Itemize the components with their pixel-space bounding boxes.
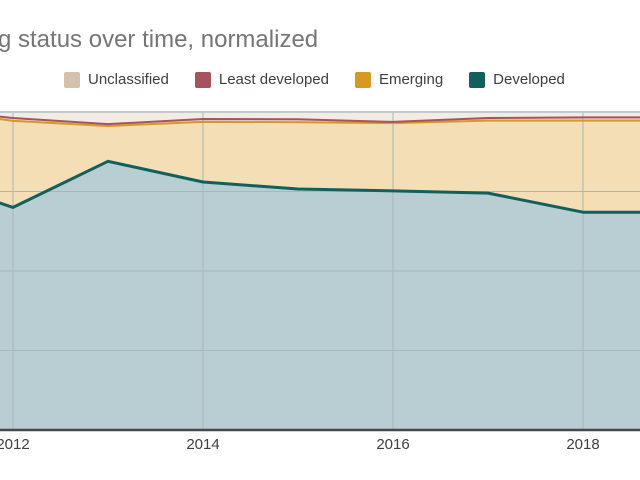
- least-developed-swatch-icon: [194, 71, 211, 88]
- developed-swatch-icon: [469, 71, 486, 88]
- legend-item-least-developed[interactable]: Least developed: [194, 71, 329, 88]
- legend-item-developed[interactable]: Developed: [469, 71, 565, 88]
- legend-label: Emerging: [378, 71, 444, 88]
- x-axis-label: 2018: [566, 436, 599, 453]
- legend-label: Unclassified: [88, 71, 169, 88]
- line-emerging: [0, 118, 640, 127]
- line-least-developed: [0, 115, 640, 126]
- legend-item-unclassified[interactable]: Unclassified: [64, 71, 169, 88]
- legend-item-emerging[interactable]: Emerging: [354, 71, 444, 88]
- x-axis-label: 2012: [0, 436, 30, 453]
- chart-title: g status over time, normalized: [0, 26, 319, 53]
- legend: Unclassified Least developed Emerging De…: [64, 71, 565, 88]
- x-axis-label: 2016: [376, 436, 409, 453]
- area-emerging: [0, 119, 640, 213]
- line-developed: [0, 159, 640, 214]
- unclassified-swatch-icon: [64, 71, 80, 88]
- x-axis-label: 2014: [186, 436, 219, 453]
- emerging-swatch-icon: [354, 71, 371, 88]
- area-developed: [0, 161, 640, 430]
- legend-label: Developed: [493, 71, 565, 88]
- legend-label: Least developed: [218, 71, 329, 88]
